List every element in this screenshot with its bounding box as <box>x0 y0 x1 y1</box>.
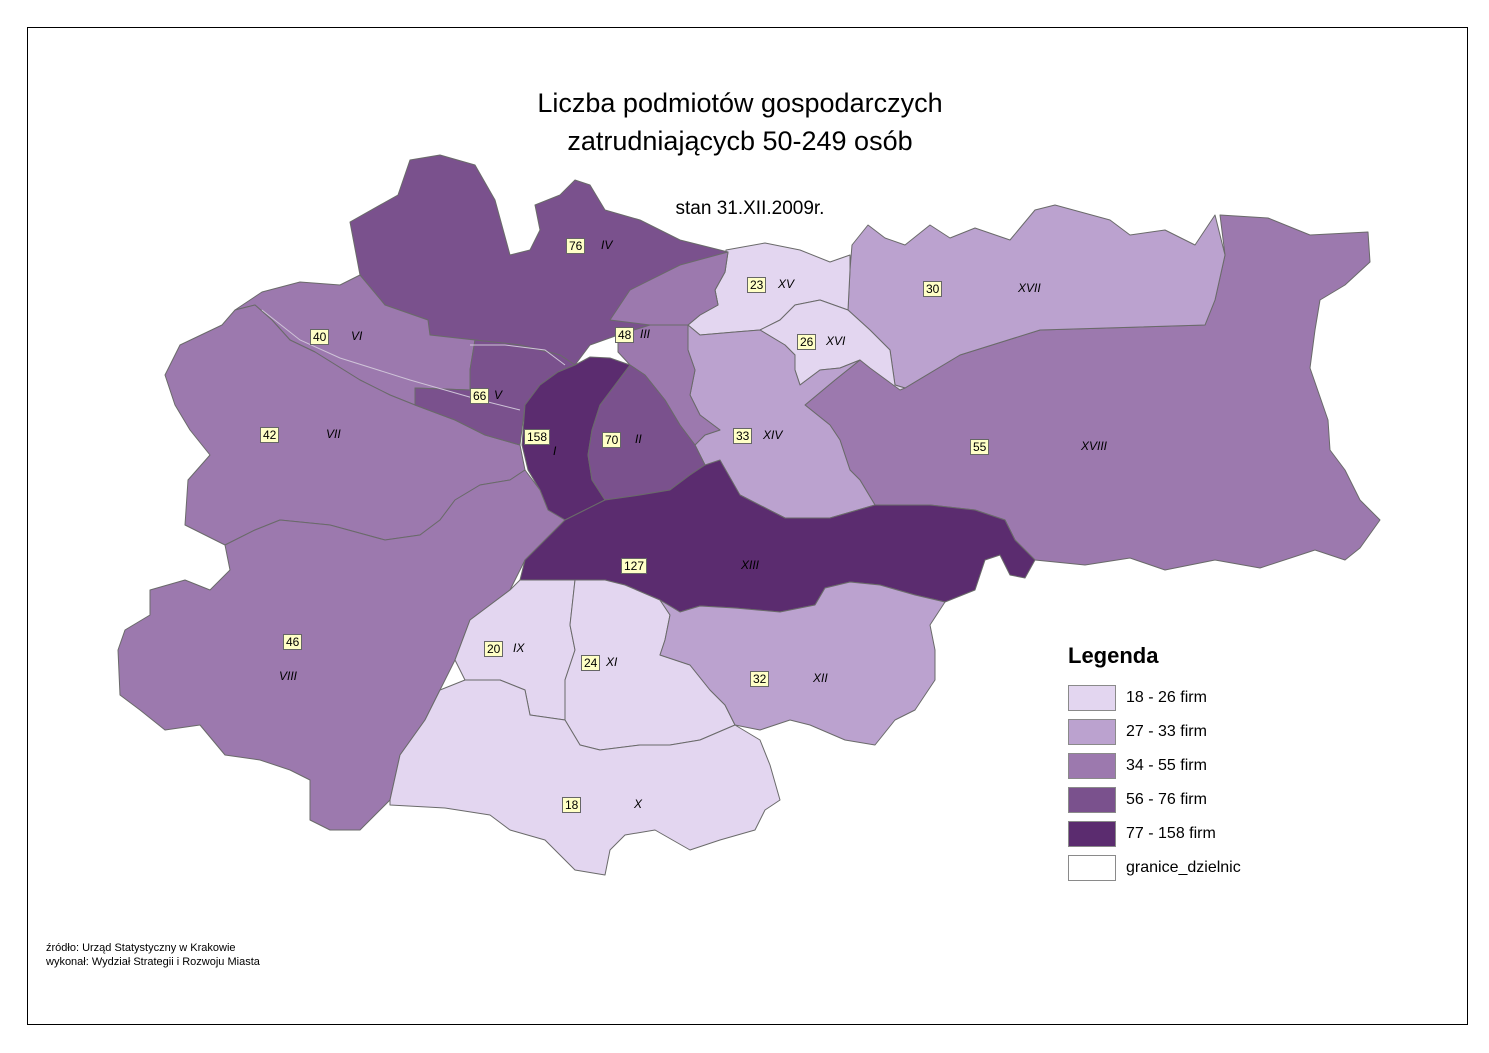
map-title-line1: Liczba podmiotów gospodarczych <box>537 88 943 118</box>
legend-swatch <box>1068 685 1116 711</box>
value-label-II: 70 <box>602 432 622 448</box>
district-label-VIII: VIII <box>279 669 298 683</box>
legend-swatch <box>1068 719 1116 745</box>
legend-label: 18 - 26 firm <box>1126 689 1207 706</box>
legend-label: 27 - 33 firm <box>1126 723 1207 740</box>
legend-swatch <box>1068 821 1116 847</box>
legend-title: Legenda <box>1068 643 1159 668</box>
value-label-VII: 42 <box>260 427 280 443</box>
river-line-2 <box>470 344 566 366</box>
legend-label: granice_dzielnic <box>1126 859 1241 876</box>
value-label-XI: 24 <box>581 655 601 671</box>
district-label-XIII: XIII <box>741 558 760 572</box>
value-label-VI: 40 <box>310 329 330 345</box>
legend-swatch <box>1068 787 1116 813</box>
legend-label: 56 - 76 firm <box>1126 791 1207 808</box>
value-label-XVII: 30 <box>923 281 943 297</box>
source-line: źródło: Urząd Statystyczny w Krakowie <box>46 942 236 954</box>
district-label-XI: XI <box>606 655 618 669</box>
author-line: wykonał: Wydział Strategii i Rozwoju Mia… <box>46 956 260 968</box>
value-label-XVIII: 55 <box>970 439 990 455</box>
value-label-I: 158 <box>524 429 551 445</box>
value-label-X: 18 <box>562 797 582 813</box>
district-label-IV: IV <box>601 238 613 252</box>
district-label-XV: XV <box>778 277 795 291</box>
district-label-X: X <box>634 797 643 811</box>
district-XII[interactable] <box>659 581 946 746</box>
district-label-II: II <box>635 432 642 446</box>
map-subtitle: stan 31.XII.2009r. <box>675 198 825 219</box>
value-label-III: 48 <box>615 327 635 343</box>
district-X[interactable] <box>389 679 781 876</box>
value-label-XIII: 127 <box>621 558 648 574</box>
value-label-XIV: 33 <box>733 428 753 444</box>
district-label-XVII: XVII <box>1018 281 1041 295</box>
value-label-XII: 32 <box>750 671 770 687</box>
legend-swatch <box>1068 855 1116 881</box>
map-title-line2: zatrudniającycb 50-249 osób <box>567 126 913 156</box>
district-label-XIV: XIV <box>763 428 783 442</box>
value-label-XVI: 26 <box>797 334 817 350</box>
district-label-III: III <box>640 327 651 341</box>
district-label-VII: VII <box>326 427 341 441</box>
legend-label: 77 - 158 firm <box>1126 825 1216 842</box>
district-label-IX: IX <box>513 641 525 655</box>
district-V[interactable] <box>414 339 576 446</box>
district-label-V: V <box>494 388 503 402</box>
value-label-IV: 76 <box>566 238 586 254</box>
value-label-XV: 23 <box>747 277 767 293</box>
district-label-XVI: XVI <box>826 334 846 348</box>
value-label-V: 66 <box>470 388 490 404</box>
district-label-XVIII: XVIII <box>1081 439 1108 453</box>
district-label-I: I <box>553 444 557 458</box>
district-label-XII: XII <box>813 671 828 685</box>
map-frame <box>27 27 1468 1025</box>
value-label-IX: 20 <box>484 641 504 657</box>
value-label-VIII: 46 <box>283 634 303 650</box>
district-label-VI: VI <box>351 329 363 343</box>
legend-swatch <box>1068 753 1116 779</box>
legend-label: 34 - 55 firm <box>1126 757 1207 774</box>
